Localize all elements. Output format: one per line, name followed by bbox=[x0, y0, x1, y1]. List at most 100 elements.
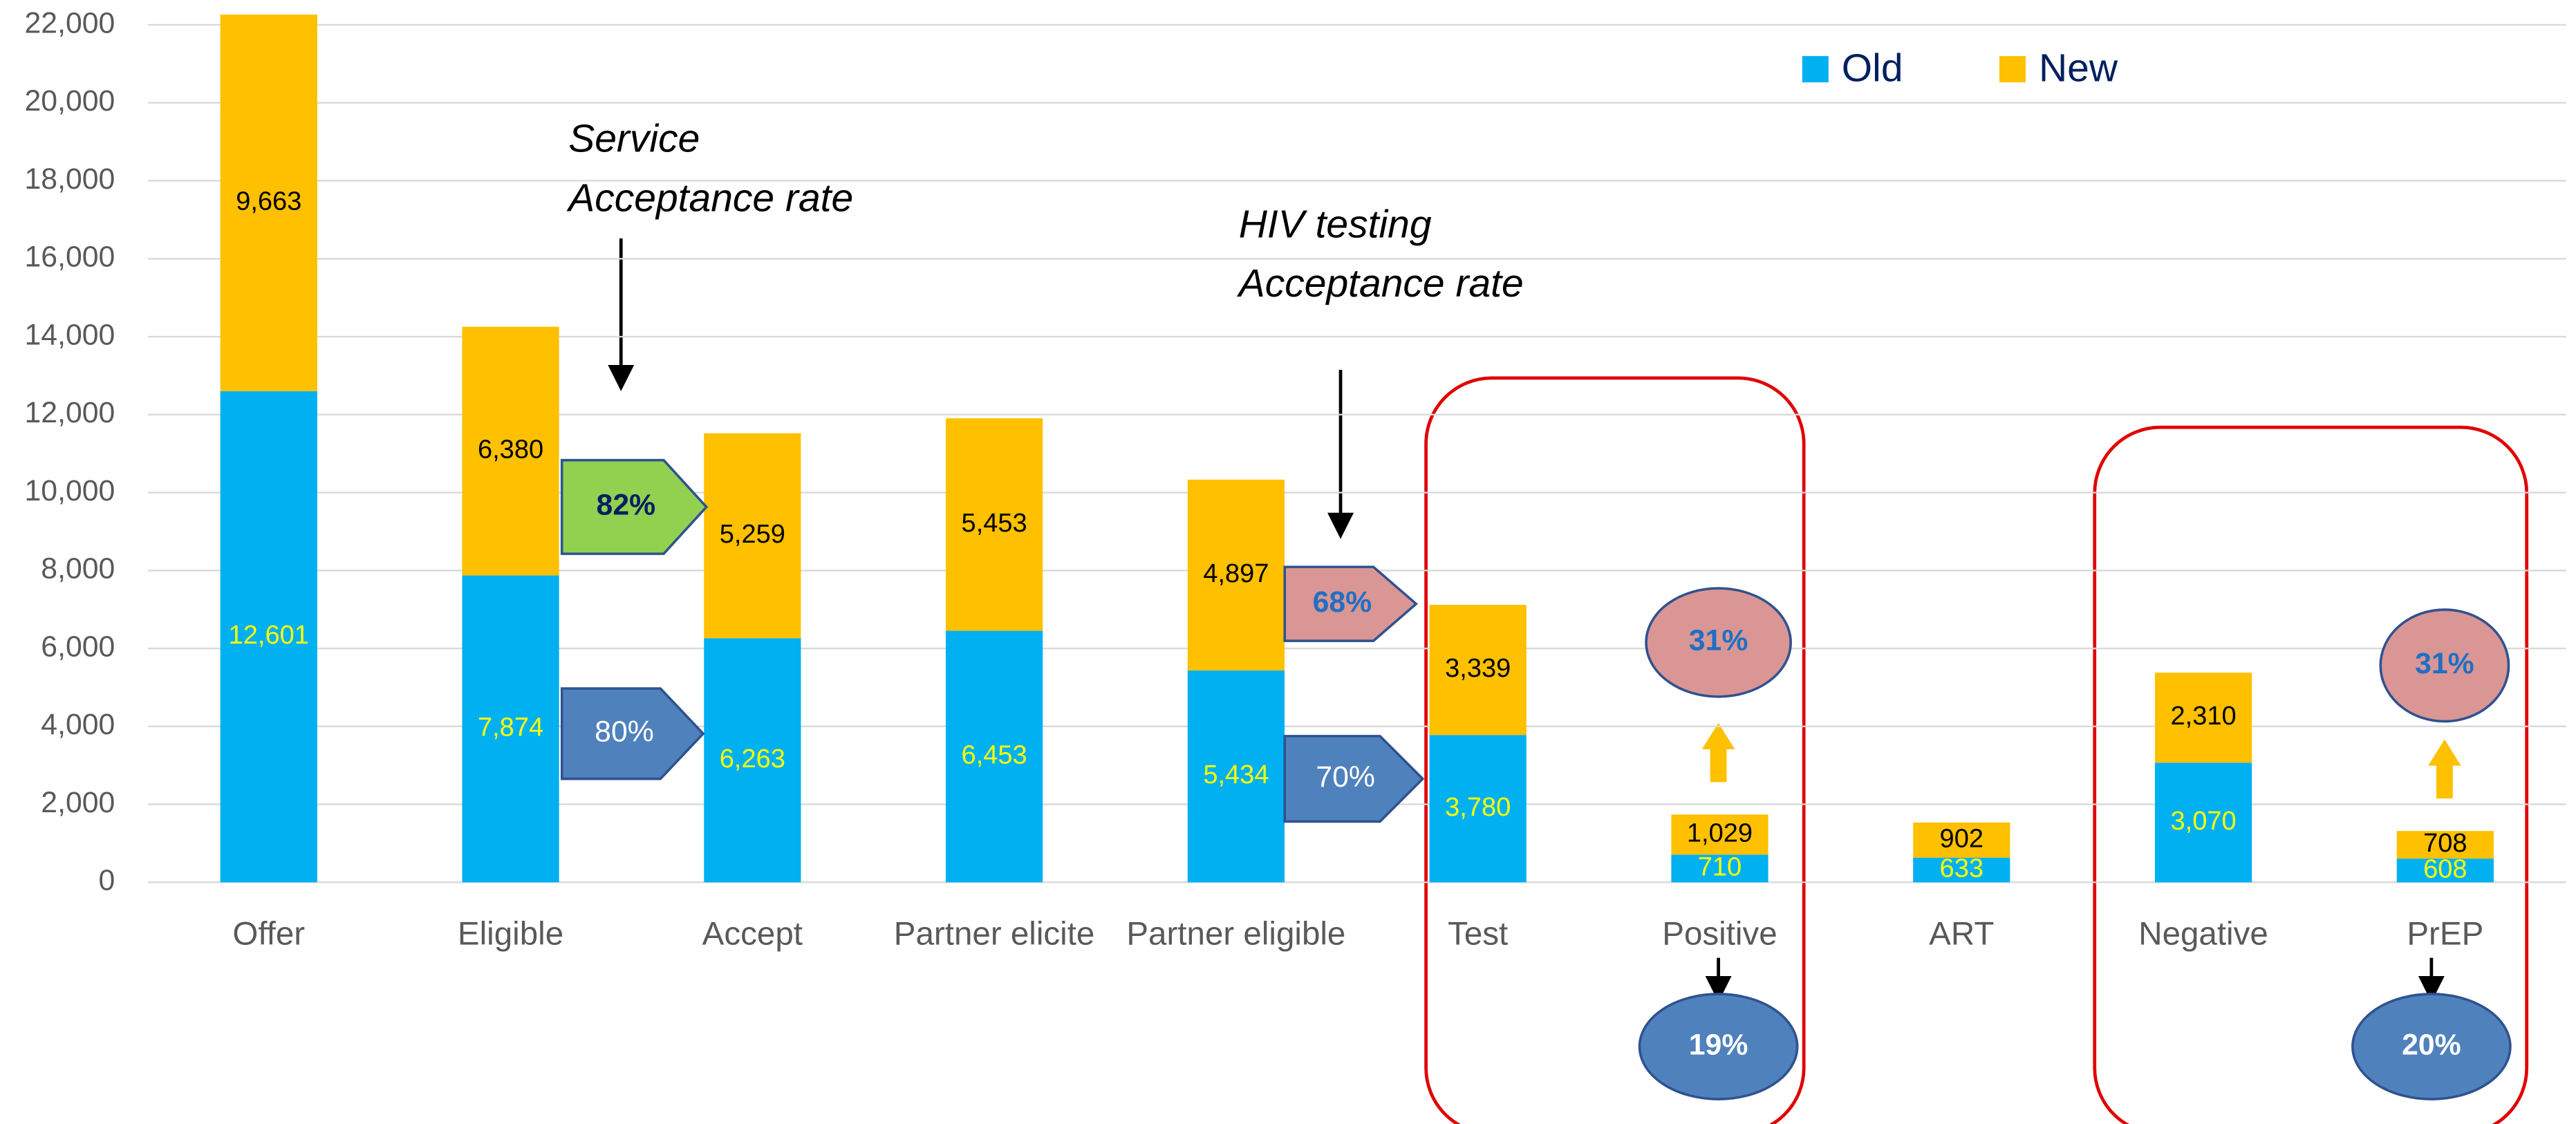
value-label: 5,259 bbox=[720, 520, 785, 549]
callout-circle bbox=[1645, 587, 1792, 698]
x-tick-label-box: Eligible bbox=[457, 917, 564, 953]
up-arrow bbox=[2428, 739, 2461, 799]
bar-segment bbox=[2396, 859, 2494, 883]
bar-segment bbox=[462, 326, 559, 576]
value-label: 3,339 bbox=[1445, 654, 1511, 683]
y-tick-label: 22,000 bbox=[25, 6, 115, 39]
bar-segment bbox=[2154, 762, 2252, 883]
callout-arrow bbox=[1283, 735, 1425, 823]
bar-segment bbox=[220, 15, 317, 391]
value-label: 633 bbox=[1940, 854, 1984, 883]
legend-swatch bbox=[1802, 56, 1829, 83]
bar-segment bbox=[946, 630, 1043, 883]
value-label: 6,453 bbox=[962, 741, 1027, 770]
y-tick-label: 6,000 bbox=[41, 630, 115, 663]
value-label: 3,070 bbox=[2170, 807, 2236, 836]
x-tick-label-box: Negative bbox=[2138, 917, 2268, 953]
callout-label: 82% bbox=[597, 489, 656, 522]
callout-circle bbox=[2351, 993, 2512, 1100]
x-tick-label-box: Partner elicite bbox=[893, 917, 1095, 953]
callout-arrow bbox=[560, 458, 709, 555]
callout-arrow bbox=[1283, 565, 1419, 642]
x-tick-label-box: Accept bbox=[702, 917, 803, 953]
y-tick-label: 12,000 bbox=[25, 396, 115, 429]
bar-segment bbox=[1187, 479, 1285, 671]
value-label: 608 bbox=[2423, 854, 2467, 883]
value-label: 12,601 bbox=[229, 621, 309, 650]
x-tick-label: Eligible bbox=[457, 917, 564, 953]
value-label: 3,780 bbox=[1445, 793, 1511, 822]
x-tick-label: Partner elicite bbox=[893, 917, 1095, 953]
bar-segment bbox=[2396, 831, 2494, 859]
x-tick-label: Accept bbox=[702, 917, 803, 953]
value-label: 9,663 bbox=[236, 187, 301, 216]
callout-label: 70% bbox=[1316, 760, 1375, 794]
bar-segment bbox=[1913, 822, 2010, 858]
annotation: HIV testing bbox=[1239, 202, 1432, 246]
value-label: 6,380 bbox=[478, 435, 543, 465]
y-tick-label: 2,000 bbox=[41, 786, 115, 819]
x-tick-label: ART bbox=[1929, 917, 1995, 953]
y-tick-label: 8,000 bbox=[41, 552, 115, 586]
x-tick-label: Positive bbox=[1662, 917, 1777, 953]
callout-arrow bbox=[560, 687, 705, 780]
callout-circle bbox=[1638, 993, 1799, 1100]
value-label: 6,263 bbox=[720, 744, 785, 774]
value-label: 5,434 bbox=[1203, 760, 1269, 789]
y-tick-label: 10,000 bbox=[25, 474, 115, 507]
value-label: 7,874 bbox=[478, 713, 543, 742]
value-label: 708 bbox=[2423, 829, 2467, 858]
y-tick-label: 14,000 bbox=[25, 318, 115, 351]
value-label: 1,029 bbox=[1687, 818, 1753, 847]
legend-swatch bbox=[1999, 56, 2026, 83]
bar-segment bbox=[1429, 735, 1527, 883]
callout-label: 31% bbox=[2415, 647, 2474, 680]
annotation: Acceptance rate bbox=[1237, 261, 1524, 306]
highlight-box bbox=[2093, 425, 2529, 1124]
x-tick-label-box: Positive bbox=[1662, 917, 1777, 953]
callout-label: 31% bbox=[1689, 624, 1748, 657]
callout-label: 68% bbox=[1313, 586, 1372, 619]
y-tick-label: 0 bbox=[99, 864, 115, 897]
bar-segment bbox=[704, 638, 801, 883]
bar-segment bbox=[1671, 854, 1768, 883]
callout-label: 19% bbox=[1689, 1028, 1748, 1061]
x-tick-label-box: Partner eligible bbox=[1126, 917, 1346, 953]
value-label: 902 bbox=[1940, 824, 1984, 853]
bar-segment bbox=[462, 575, 559, 883]
legend-label: Old bbox=[1842, 46, 1903, 91]
x-tick-label: PrEP bbox=[2407, 917, 2484, 953]
value-label: 710 bbox=[1698, 852, 1742, 881]
x-tick-label-box: Test bbox=[1448, 917, 1509, 953]
bar-segment bbox=[1671, 814, 1768, 855]
y-tick-label: 4,000 bbox=[41, 708, 115, 741]
y-tick-label: 20,000 bbox=[25, 84, 115, 118]
y-tick-label: 18,000 bbox=[25, 162, 115, 196]
x-tick-label: Offer bbox=[232, 917, 306, 953]
bar-segment bbox=[704, 433, 801, 639]
highlight-box bbox=[1424, 376, 1806, 1124]
value-label: 4,897 bbox=[1203, 559, 1269, 588]
bar-segment bbox=[220, 391, 317, 883]
legend-label: New bbox=[2039, 46, 2118, 91]
value-label: 5,453 bbox=[962, 509, 1027, 538]
value-label: 2,310 bbox=[2170, 702, 2236, 731]
y-tick-label: 16,000 bbox=[25, 241, 115, 274]
x-tick-label: Partner eligible bbox=[1126, 917, 1346, 953]
x-tick-label: Test bbox=[1448, 917, 1509, 953]
callout-circle bbox=[2379, 608, 2510, 723]
bar-segment bbox=[2154, 673, 2252, 763]
bar-segment bbox=[1429, 604, 1527, 736]
bar-segment bbox=[1913, 857, 2010, 883]
x-tick-label: Negative bbox=[2138, 917, 2268, 953]
up-arrow bbox=[1701, 722, 1735, 783]
x-tick-label-box: ART bbox=[1929, 917, 1995, 953]
bar-segment bbox=[946, 418, 1043, 631]
bar-segment bbox=[1187, 670, 1285, 883]
annotation: Acceptance rate bbox=[566, 176, 853, 220]
annotation: Service bbox=[568, 117, 700, 161]
callout-label: 20% bbox=[2402, 1028, 2461, 1061]
x-tick-label-box: Offer bbox=[232, 917, 306, 953]
